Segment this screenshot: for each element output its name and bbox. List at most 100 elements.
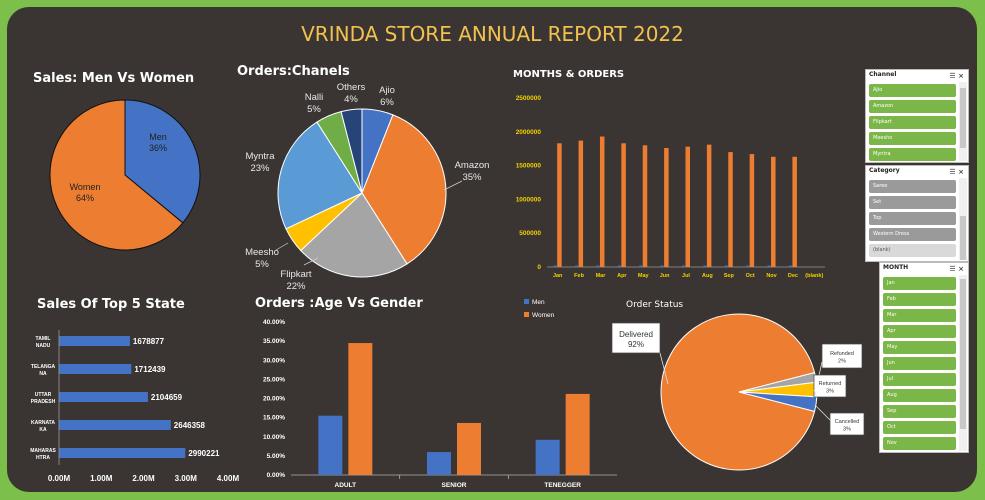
state-bar <box>59 336 130 346</box>
slicer-item[interactable]: Set <box>869 196 956 209</box>
state-value-label: 2646358 <box>174 421 206 430</box>
slicer-item[interactable]: Ajio <box>869 84 956 97</box>
x-tick-label: Mar <box>596 273 607 279</box>
x-tick-label: SENIOR <box>442 482 467 489</box>
x-tick-label: Oct <box>746 273 755 279</box>
pie-slice-others <box>340 108 363 194</box>
pie-slice-women <box>49 99 184 251</box>
month-bar <box>792 156 797 267</box>
y-tick-label: 10.00% <box>263 434 285 441</box>
slicer-item[interactable]: Apr <box>883 325 956 338</box>
slicer-item[interactable]: Saree <box>869 180 956 193</box>
callout-box <box>829 412 865 436</box>
month-bar <box>749 154 755 267</box>
slicer-item[interactable]: (blank) <box>869 244 956 257</box>
slicer-item[interactable]: Mar <box>883 309 956 322</box>
pie-slice-amazon <box>361 114 447 265</box>
legend-label: Women <box>532 312 555 319</box>
gender-chart-title: Sales: Men Vs Women <box>33 71 195 86</box>
slice-value-label: 22% <box>286 281 306 292</box>
slicer-item[interactable]: Meesho <box>869 132 956 145</box>
month-bar-men <box>746 265 750 267</box>
category-slicer-scrollbar[interactable] <box>959 178 967 260</box>
category-slicer[interactable]: Category ☰ ⨯ Saree Set Top Western Dress (bla… <box>865 165 969 262</box>
age-gender-chart-title: Orders :Age Vs Gender <box>255 296 423 311</box>
clear-filter-icon[interactable]: ☰ ⨯ <box>949 72 964 80</box>
states-chart-title: Sales Of Top 5 State <box>37 297 185 312</box>
slicer-item[interactable]: May <box>883 341 956 354</box>
slice-label: Others <box>337 82 366 93</box>
month-slicer-scrollbar[interactable] <box>959 275 967 451</box>
x-tick-label: 1.00M <box>90 474 113 483</box>
month-bar-men <box>639 265 643 267</box>
x-tick-label: 3.00M <box>175 474 198 483</box>
dashboard-panel <box>7 7 977 492</box>
y-tick-label: 2500000 <box>516 95 542 102</box>
x-tick-label: Aug <box>702 273 713 279</box>
clear-filter-icon[interactable]: ☰ ⨯ <box>949 168 964 176</box>
slicer-item[interactable]: Jan <box>883 277 956 290</box>
slice-label: Amazon <box>455 160 490 171</box>
x-tick-label: ADULT <box>335 482 357 489</box>
x-tick-label: 0.00M <box>48 474 71 483</box>
pie-slice-myntra <box>277 121 363 230</box>
month-bar-men <box>682 265 685 267</box>
state-label: KA <box>39 427 47 433</box>
month-slicer[interactable]: MONTH ☰ ⨯ Jan Feb Mar Apr May Jun Jul Aug Sep Oct N… <box>879 262 969 453</box>
state-label: NA <box>39 371 47 377</box>
slicer-item[interactable]: Aug <box>883 389 956 402</box>
status-chart-title: Order Status <box>626 300 684 310</box>
month-bar-men <box>767 265 771 267</box>
leader-line <box>275 242 289 251</box>
month-bar <box>771 156 776 267</box>
state-value-label: 2104659 <box>151 393 183 402</box>
clear-filter-icon[interactable]: ☰ ⨯ <box>949 265 964 273</box>
age-gender-bar-women <box>457 422 481 475</box>
slice-value-label: 35% <box>462 172 482 183</box>
month-bar <box>599 136 605 267</box>
x-tick-label: Sep <box>724 273 735 279</box>
month-bar-men <box>617 265 621 267</box>
slicer-item[interactable]: Jul <box>883 373 956 386</box>
channel-slicer-title: Channel <box>869 71 897 78</box>
slicer-item[interactable]: Western Dress <box>869 228 956 241</box>
state-label: TAMIL <box>36 336 51 342</box>
month-bar-men <box>660 265 664 267</box>
slicer-item[interactable]: Oct <box>883 421 956 434</box>
month-bar-men <box>553 265 557 267</box>
report-title: VRINDA STORE ANNUAL REPORT 2022 <box>301 22 684 46</box>
channel-slicer[interactable]: Channel ☰ ⨯ Ajio Amazon Flipkart Meesho Myntr… <box>865 69 969 163</box>
x-tick-label: Jul <box>682 273 690 279</box>
leader-line <box>659 352 669 385</box>
slicer-item[interactable]: Flipkart <box>869 116 956 129</box>
channel-slicer-scrollbar[interactable] <box>959 82 967 161</box>
callout-box <box>611 322 661 354</box>
y-tick-label: 1500000 <box>516 163 542 170</box>
state-label: PRADESH <box>31 399 56 405</box>
slicer-item[interactable]: Top <box>869 212 956 225</box>
slicer-item[interactable]: Feb <box>883 293 956 306</box>
slice-value-label: 92% <box>628 340 644 349</box>
slicer-item[interactable]: Myntra <box>869 148 956 161</box>
slicer-item[interactable]: Jun <box>883 357 956 370</box>
x-tick-label: Feb <box>574 273 584 279</box>
state-bar <box>59 392 148 402</box>
month-bar <box>642 145 648 267</box>
month-bar-men <box>703 265 707 267</box>
slicer-item[interactable]: Sep <box>883 405 956 418</box>
slice-label: Meesho <box>245 247 279 258</box>
leader-line <box>443 180 463 191</box>
month-bar-men <box>575 265 579 267</box>
legend-label: Men <box>532 299 545 306</box>
y-tick-label: 0 <box>537 264 541 271</box>
y-tick-label: 30.00% <box>263 357 285 364</box>
state-label: UTTAR <box>35 392 52 398</box>
pie-slice-delivered <box>660 313 816 471</box>
channels-chart-title: Orders:Chanels <box>237 64 350 79</box>
slicer-item[interactable]: Nov <box>883 437 956 450</box>
slicer-item[interactable]: Amazon <box>869 100 956 113</box>
age-gender-bar-women <box>348 343 373 475</box>
x-tick-label: TENEGGER <box>544 482 581 489</box>
x-tick-label: Nov <box>766 273 777 279</box>
y-tick-label: 40.00% <box>263 319 285 326</box>
